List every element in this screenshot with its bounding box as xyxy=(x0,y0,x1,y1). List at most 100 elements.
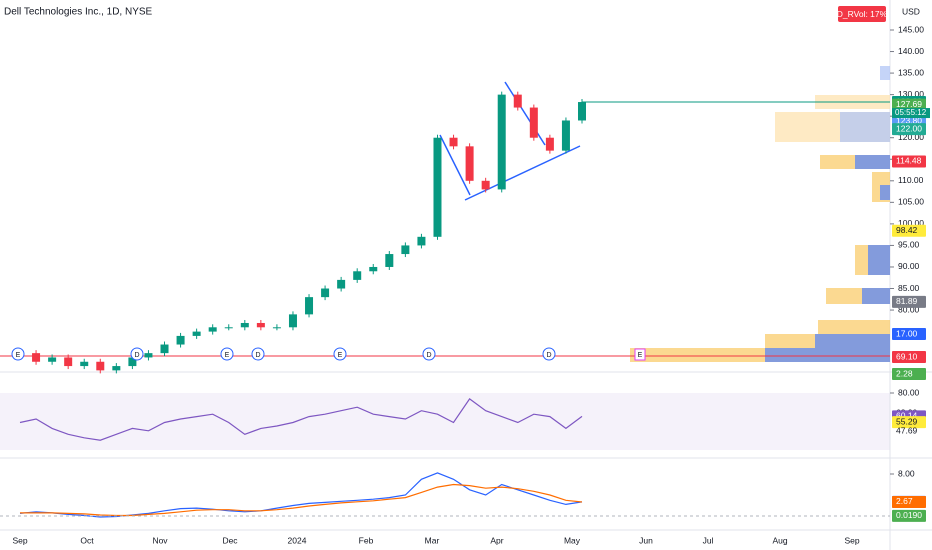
price-tag-label: 60.14 xyxy=(896,411,918,421)
currency: USD xyxy=(902,6,920,16)
event-marker xyxy=(251,347,265,361)
y-tick-label: 95.00 xyxy=(898,240,920,250)
price-tag-label: 81.89 xyxy=(896,296,918,306)
candle-body xyxy=(128,357,137,367)
trendline xyxy=(439,134,471,196)
countdown: 05:55:12 xyxy=(895,108,927,117)
price-tag-label: 122.00 xyxy=(896,123,922,133)
y-tick-label: 105.00 xyxy=(898,197,924,207)
price-tag xyxy=(892,98,926,111)
x-tick-label: Jun xyxy=(639,535,653,545)
candle-body xyxy=(305,297,314,315)
price-tag-label: 127.69 xyxy=(896,99,922,109)
price-tag xyxy=(892,328,926,340)
profile-bar xyxy=(868,245,890,275)
y-tick-label: 8.00 xyxy=(898,468,915,478)
x-tick-label: May xyxy=(564,535,581,545)
x-tick-label: 2024 xyxy=(288,535,307,545)
price-tag xyxy=(892,295,926,308)
event-marker xyxy=(11,347,25,361)
event-label: E xyxy=(638,352,643,359)
profile-bar xyxy=(818,320,890,334)
candle-body xyxy=(561,120,570,151)
event-label: E xyxy=(338,352,343,359)
rsi-line xyxy=(19,398,583,441)
candle-body xyxy=(288,314,297,328)
candle-body xyxy=(48,357,57,362)
y-tick-label: 100.00 xyxy=(898,218,924,228)
price-tag xyxy=(892,509,926,522)
candle-body xyxy=(465,146,474,181)
candle-body xyxy=(80,361,89,367)
candle-body xyxy=(240,322,249,328)
candle-body xyxy=(417,236,426,246)
candle-body xyxy=(192,331,201,336)
candle-body xyxy=(272,327,281,329)
price-tag-label: 2.67 xyxy=(896,496,913,506)
y-tick-label: 85.00 xyxy=(898,283,920,293)
candle-body xyxy=(529,107,538,138)
event-label: E xyxy=(225,352,230,359)
event-marker xyxy=(542,347,556,361)
x-tick-label: Oct xyxy=(80,535,94,545)
price-tag xyxy=(892,416,926,429)
candle-body xyxy=(208,327,217,332)
y-tick-label: 80.00 xyxy=(898,387,920,397)
candle-body xyxy=(545,137,554,151)
x-tick-label: Jul xyxy=(703,535,714,545)
countdown-tag xyxy=(892,108,930,119)
y-tick-label: 140.00 xyxy=(898,46,924,56)
candle-body xyxy=(401,245,410,255)
y-tick-label: 120.00 xyxy=(898,132,924,142)
x-tick-label: Feb xyxy=(359,535,374,545)
candle-body xyxy=(144,353,153,358)
x-tick-label: Dec xyxy=(222,535,238,545)
badge-text: D_RVol: 17% xyxy=(837,9,888,19)
y-tick-label: 135.00 xyxy=(898,67,924,77)
macd-line xyxy=(19,472,583,518)
y-tick-label: 110.00 xyxy=(898,175,924,185)
x-tick-label: Sep xyxy=(12,535,27,545)
candle-body xyxy=(353,271,362,280)
trendline xyxy=(504,81,546,146)
candle-body xyxy=(449,137,458,147)
profile-bar xyxy=(815,334,890,348)
x-tick-label: Nov xyxy=(152,535,168,545)
candle-body xyxy=(112,366,121,371)
profile-bar xyxy=(765,348,890,362)
price-tag xyxy=(892,123,926,136)
event-label: D xyxy=(546,352,551,359)
badge xyxy=(838,6,886,22)
candle-body xyxy=(321,288,330,298)
x-tick-label: Aug xyxy=(772,535,787,545)
price-tag-label: 17.00 xyxy=(896,328,918,338)
profile-bar xyxy=(880,185,890,200)
candle-body xyxy=(513,94,522,108)
x-tick-label: Apr xyxy=(490,535,503,545)
profile-bar xyxy=(840,112,890,142)
macd-line xyxy=(20,483,583,517)
candle-body xyxy=(433,137,442,237)
event-label: D xyxy=(134,352,139,359)
candle-body xyxy=(578,102,586,121)
y-tick-label: 80.00 xyxy=(898,304,920,314)
y-tick-label: 130.00 xyxy=(898,89,924,99)
price-tag-label: 47.69 xyxy=(896,425,918,435)
price-tag-label: 0.0190 xyxy=(896,510,922,520)
y-tick-label: 145.00 xyxy=(898,24,924,34)
event-label: D xyxy=(426,352,431,359)
rsi-band xyxy=(0,393,890,450)
price-tag xyxy=(892,368,926,380)
candle-body xyxy=(385,254,394,267)
profile-bar xyxy=(855,155,890,169)
event-label: E xyxy=(16,352,21,359)
price-tag-label: 123.80 xyxy=(896,116,922,126)
candle-body xyxy=(96,361,105,371)
profile-bar xyxy=(880,66,890,80)
price-tag-label: 69.10 xyxy=(896,351,918,361)
price-tag xyxy=(892,495,926,508)
event-marker xyxy=(220,347,234,361)
candle-body xyxy=(224,327,233,329)
